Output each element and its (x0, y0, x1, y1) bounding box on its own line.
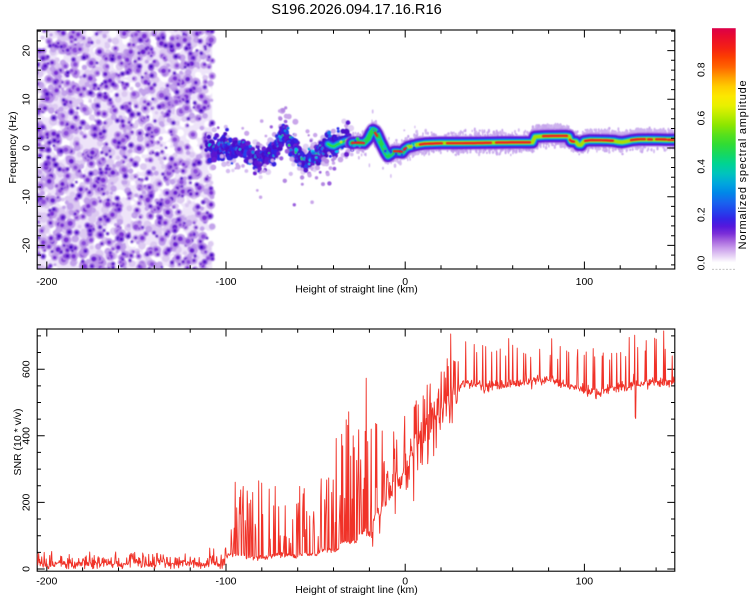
svg-text:-200: -200 (36, 576, 57, 588)
svg-text:Height of straight line (km): Height of straight line (km) (295, 584, 418, 596)
svg-text:10: 10 (21, 93, 33, 105)
svg-text:0.6: 0.6 (696, 111, 708, 126)
svg-text:0: 0 (402, 276, 408, 288)
svg-text:20: 20 (21, 45, 33, 57)
svg-text:200: 200 (21, 493, 33, 511)
svg-text:-100: -100 (215, 276, 236, 288)
svg-text:0: 0 (402, 576, 408, 588)
svg-text:0.8: 0.8 (696, 62, 708, 77)
svg-text:-200: -200 (36, 276, 57, 288)
svg-text:Normalized spectral amplitude: Normalized spectral amplitude (737, 80, 749, 250)
svg-text:Frequency (Hz): Frequency (Hz) (7, 111, 19, 183)
svg-text:400: 400 (21, 427, 33, 445)
svg-text:SNR (10 * v/v): SNR (10 * v/v) (12, 408, 24, 475)
svg-text:0.4: 0.4 (696, 159, 708, 174)
svg-text:-100: -100 (215, 576, 236, 588)
svg-text:S196.2026.094.17.16.R16: S196.2026.094.17.16.R16 (271, 2, 441, 18)
svg-text:0.0: 0.0 (696, 256, 708, 271)
svg-text:600: 600 (21, 360, 33, 378)
svg-text:100: 100 (576, 276, 594, 288)
svg-text:0: 0 (21, 145, 33, 151)
svg-text:-20: -20 (21, 238, 33, 253)
svg-text:-10: -10 (21, 189, 33, 204)
svg-text:0.2: 0.2 (696, 207, 708, 222)
svg-text:100: 100 (576, 576, 594, 588)
svg-text:0: 0 (21, 566, 33, 572)
svg-text:Height of straight line (km): Height of straight line (km) (295, 284, 418, 296)
